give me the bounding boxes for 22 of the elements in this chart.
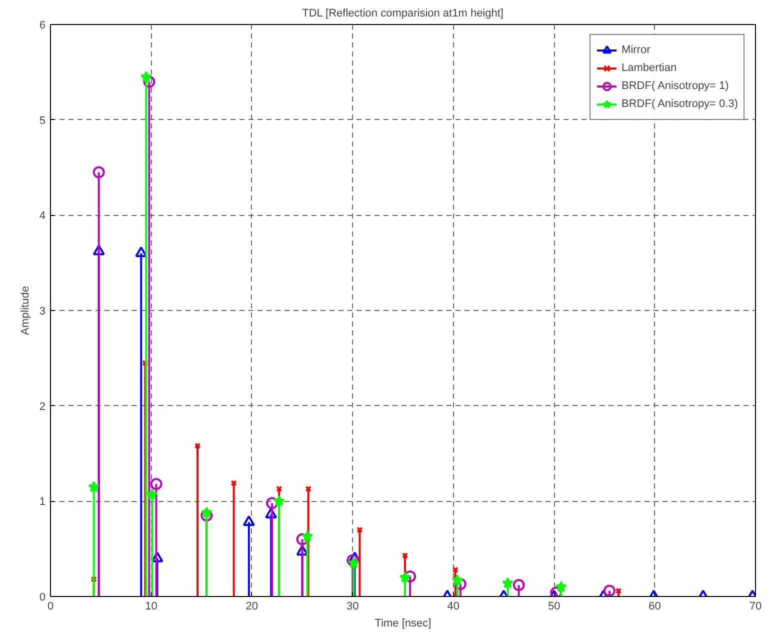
y-axis-title: Amplitude	[19, 286, 32, 335]
chart-title: TDL [Reflection comparision at1m height]	[302, 8, 504, 20]
legend-label: BRDF( Anisotropy= 0.3)	[622, 98, 738, 110]
x-tick-label: 50	[548, 600, 560, 612]
x-tick-label: 40	[447, 600, 460, 612]
x-tick-label: 20	[246, 600, 258, 612]
x-tick-label: 30	[346, 600, 359, 612]
x-tick-label: 10	[145, 600, 158, 612]
y-tick-label: 2	[39, 400, 46, 413]
y-tick-label: 5	[39, 114, 46, 127]
y-tick-label: 3	[39, 306, 46, 318]
x-tick-label: 0	[47, 600, 54, 612]
legend-label: Mirror	[622, 44, 650, 56]
y-tick-label: 1	[39, 496, 46, 508]
y-tick-label: 0	[39, 592, 46, 604]
x-axis-title: Time [nsec]	[374, 618, 432, 630]
legend-label: BRDF( Anisotropy= 1)	[622, 80, 729, 92]
y-tick-label: 6	[39, 20, 46, 32]
legend-label: Lambertian	[622, 62, 677, 74]
x-tick-label: 70	[749, 600, 762, 612]
x-tick-label: 60	[648, 600, 661, 612]
y-tick-label: 4	[39, 210, 46, 222]
